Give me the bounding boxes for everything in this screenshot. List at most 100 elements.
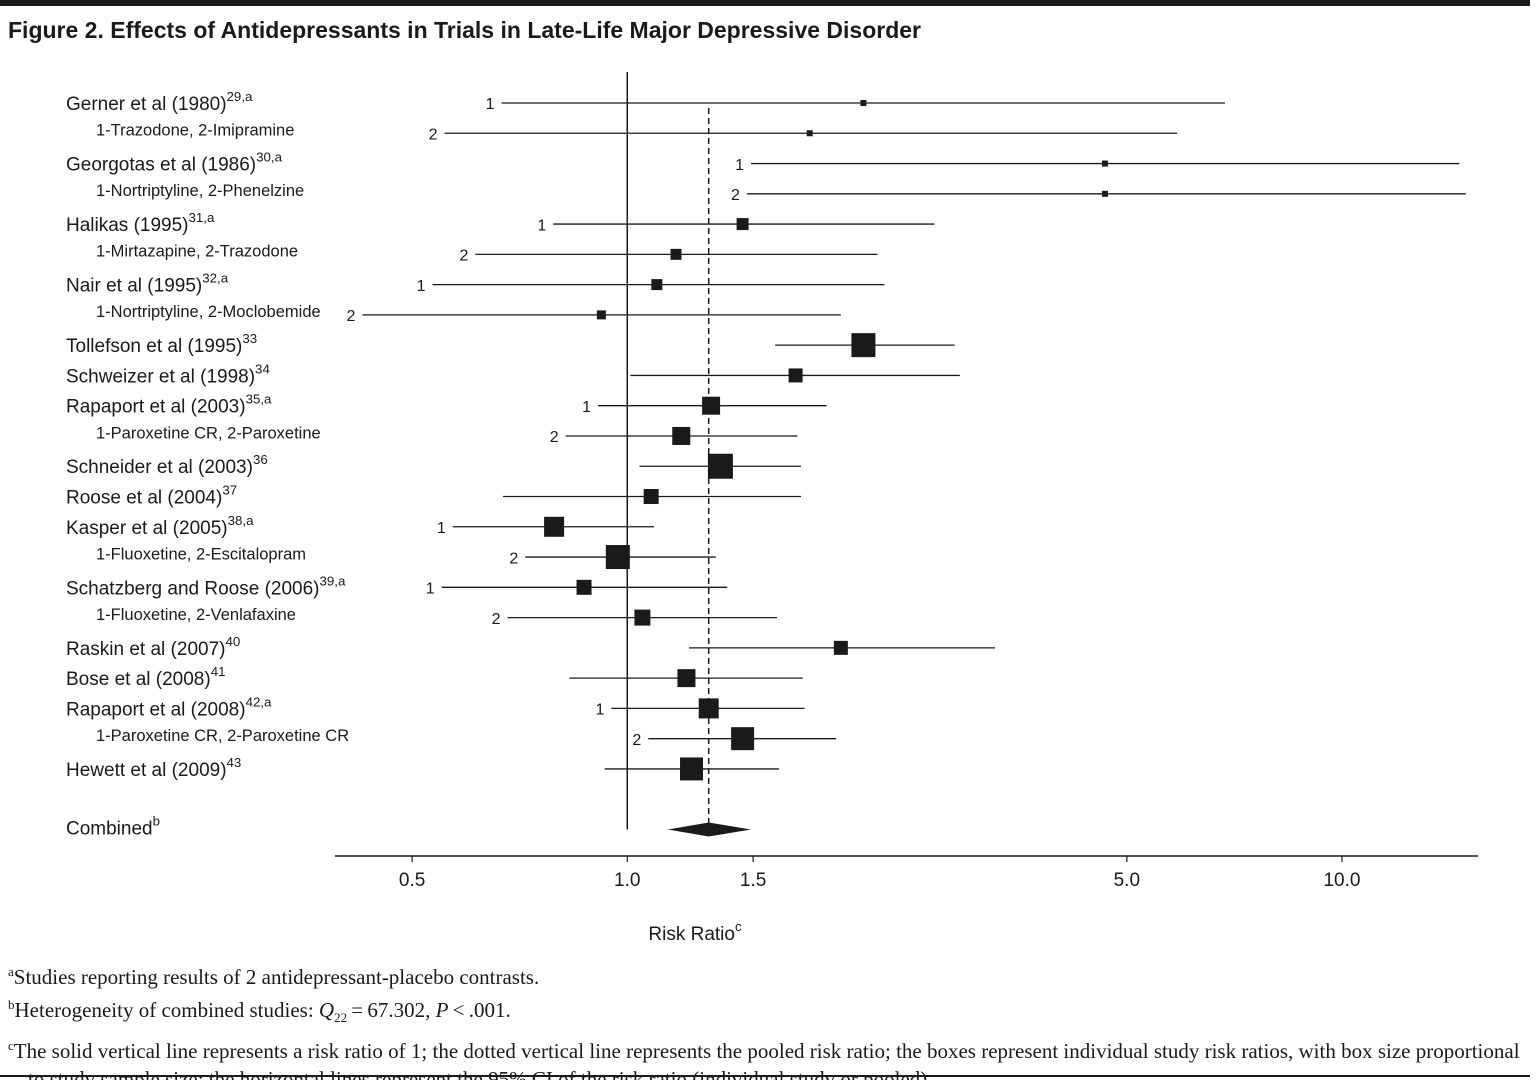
footnote-mark: c [8,1038,14,1054]
top-rule [0,0,1530,6]
study-label-main: Rapaport et al (2008) [66,699,246,720]
estimate-box [860,100,867,106]
footnote-text: P [435,998,449,1022]
study-label: Halikas (1995)31,a [66,210,215,236]
footnote: aStudies reporting results of 2 antidepr… [8,958,1530,991]
estimate-box [1101,160,1108,167]
study-label-sup: 36 [253,452,268,467]
footnote: bHeterogeneity of combined studies: Q22 … [8,991,1530,1032]
chart: Figure 2. Effects of Antidepressants in … [0,0,1530,945]
treatment-label: 1-Mirtazapine, 2-Trazodone [96,243,298,261]
estimate-box [698,698,719,719]
estimate-box [634,609,651,626]
treatment-label: 1-Paroxetine CR, 2-Paroxetine CR [96,727,349,745]
arm-label: 1 [486,96,495,113]
study-label-sup: 33 [242,331,257,346]
estimate-box [677,669,696,688]
arm-label: 1 [417,278,426,295]
estimate-box [1101,190,1108,197]
study-label-main: Hewett et al (2009) [66,760,227,781]
study-label: Georgotas et al (1986)30,a [66,150,283,176]
treatment-label: 1-Paroxetine CR, 2-Paroxetine [96,424,321,442]
study-label-main: Kasper et al (2005) [66,518,228,539]
x-axis-label-main: Risk Ratio [648,924,735,945]
study-label-main: Schweizer et al (1998) [66,366,255,387]
study-label-sup: 39,a [320,573,346,588]
study-label: Rapaport et al (2003)35,a [66,392,272,418]
footnote-mark: a [8,964,14,979]
footnote-mark: b [8,997,15,1012]
study-label-sup: 35,a [246,392,272,407]
study-label-main: Schatzberg and Roose (2006) [66,578,320,599]
x-axis-label-sup: c [735,919,742,934]
estimate-box [788,368,803,383]
footnote-text: < .001. [448,998,511,1022]
study-label-sup: 30,a [256,150,282,165]
study-label-sup: 29,a [227,89,253,104]
study-label-main: Gerner et al (1980) [66,94,227,115]
arm-label: 1 [426,581,435,598]
footnote-text: Heterogeneity of combined studies: [14,998,319,1022]
study-label: Kasper et al (2005)38,a [66,513,254,539]
footnote-text: 22 [334,1010,348,1026]
x-axis-label: Risk Ratioc [648,919,742,945]
estimate-box [731,727,755,751]
study-label-main: Tollefson et al (1995) [66,336,242,357]
estimate-box [736,218,749,231]
footnote-text: Studies reporting results of 2 antidepre… [13,965,540,989]
estimate-box [651,279,663,291]
estimate-box [576,579,592,595]
arm-label: 1 [582,399,591,416]
treatment-label: 1-Fluoxetine, 2-Escitalopram [96,545,306,563]
study-label-sup: 41 [211,664,226,679]
combined-label: Combinedb [66,813,160,839]
study-label: Schatzberg and Roose (2006)39,a [66,573,346,599]
study-label-main: Georgotas et al (1986) [66,155,256,176]
study-label: Tollefson et al (1995)33 [66,331,257,357]
study-label: Nair et al (1995)32,a [66,271,229,297]
footnote-text: The solid vertical line represents a ris… [13,1039,1520,1080]
study-label: Raskin et al (2007)40 [66,634,240,660]
study-label-main: Schneider et al (2003) [66,457,253,478]
estimate-box [670,248,682,260]
estimate-box [851,333,876,358]
study-label-sup: 32,a [202,271,228,286]
estimate-box [707,453,733,479]
arm-label: 2 [492,611,501,628]
arm-label: 2 [459,248,468,265]
arm-label: 2 [346,308,355,325]
study-label: Bose et al (2008)41 [66,664,226,690]
estimate-box [672,426,691,445]
treatment-label: 1-Trazodone, 2-Imipramine [96,122,294,140]
combined-label-sup: b [153,813,160,828]
study-label-main: Raskin et al (2007) [66,639,225,660]
study-label-sup: 38,a [228,513,254,528]
bottom-rule [0,1075,1530,1077]
arm-label: 1 [537,217,546,234]
treatment-label: 1-Fluoxetine, 2-Venlafaxine [96,606,296,624]
study-label-main: Roose et al (2004) [66,488,222,509]
study-label-sup: 40 [225,634,240,649]
chart-title: Figure 2. Effects of Antidepressants in … [8,17,921,43]
study-label-main: Rapaport et al (2003) [66,397,246,418]
study-label: Schneider et al (2003)36 [66,452,268,478]
study-label-sup: 37 [222,483,237,498]
treatment-label: 1-Nortriptyline, 2-Phenelzine [96,182,304,200]
study-label: Gerner et al (1980)29,a [66,89,253,115]
x-tick-label: 0.5 [399,870,425,891]
combined-label-main: Combined [66,818,153,839]
estimate-box [680,757,704,781]
estimate-box [833,640,848,655]
arm-label: 1 [437,520,446,537]
study-label: Schweizer et al (1998)34 [66,361,270,387]
estimate-box [702,396,721,415]
study-label-sup: 43 [227,755,242,770]
estimate-box [605,545,630,570]
x-tick-label: 1.5 [740,870,766,891]
arm-label: 2 [731,187,740,204]
study-label-sup: 34 [255,361,270,376]
x-tick-label: 5.0 [1114,870,1140,891]
footnotes: aStudies reporting results of 2 antidepr… [8,958,1530,1080]
footnote-text: Q [318,998,335,1022]
